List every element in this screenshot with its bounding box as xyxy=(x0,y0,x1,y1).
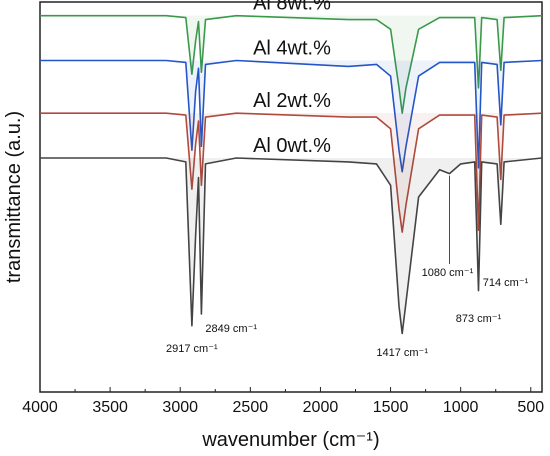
peak-annotation: 714 cm⁻¹ xyxy=(483,277,529,289)
peak-annotation: 1417 cm⁻¹ xyxy=(376,347,428,359)
peak-annotation: 2849 cm⁻¹ xyxy=(205,323,257,335)
series-lines xyxy=(40,14,543,335)
series-labels: Al 8wt.% Al 4wt.% Al 2wt.% Al 0wt.% xyxy=(253,0,331,157)
x-tick-label: 4000 xyxy=(22,399,58,416)
peak-annotation: 2917 cm⁻¹ xyxy=(166,343,218,355)
series-label: Al 0wt.% xyxy=(253,135,331,157)
y-axis-title: transmittance (a.u.) xyxy=(3,111,25,283)
series-label: Al 8wt.% xyxy=(253,0,331,15)
series-label: Al 2wt.% xyxy=(253,90,331,112)
peak-annotation: 1080 cm⁻¹ xyxy=(422,267,474,279)
x-tick-label: 1000 xyxy=(443,399,479,416)
series-line xyxy=(40,112,543,233)
x-tick-label: 2000 xyxy=(303,399,339,416)
x-tick-label: 500 xyxy=(517,399,544,416)
x-tick-label: 3000 xyxy=(162,399,198,416)
peak-annotation: 873 cm⁻¹ xyxy=(456,313,502,325)
series-line xyxy=(40,59,543,173)
series-line xyxy=(40,157,543,335)
x-tick-label: 1500 xyxy=(373,399,409,416)
x-tick-label: 3500 xyxy=(92,399,128,416)
series-line xyxy=(40,14,543,114)
series-shade xyxy=(40,113,542,233)
x-axis: 4000 3500 3000 2500 2000 1500 1000 500 xyxy=(22,387,544,416)
series-shade xyxy=(40,158,542,334)
x-axis-title: wavenumber (cm⁻¹) xyxy=(201,429,379,451)
peak-annotations: 2917 cm⁻¹ 2849 cm⁻¹ 1417 cm⁻¹ 1080 cm⁻¹ 873 … xyxy=(166,175,529,359)
series-label: Al 4wt.% xyxy=(253,38,331,60)
x-tick-label: 2500 xyxy=(233,399,269,416)
plot-frame xyxy=(39,1,543,393)
